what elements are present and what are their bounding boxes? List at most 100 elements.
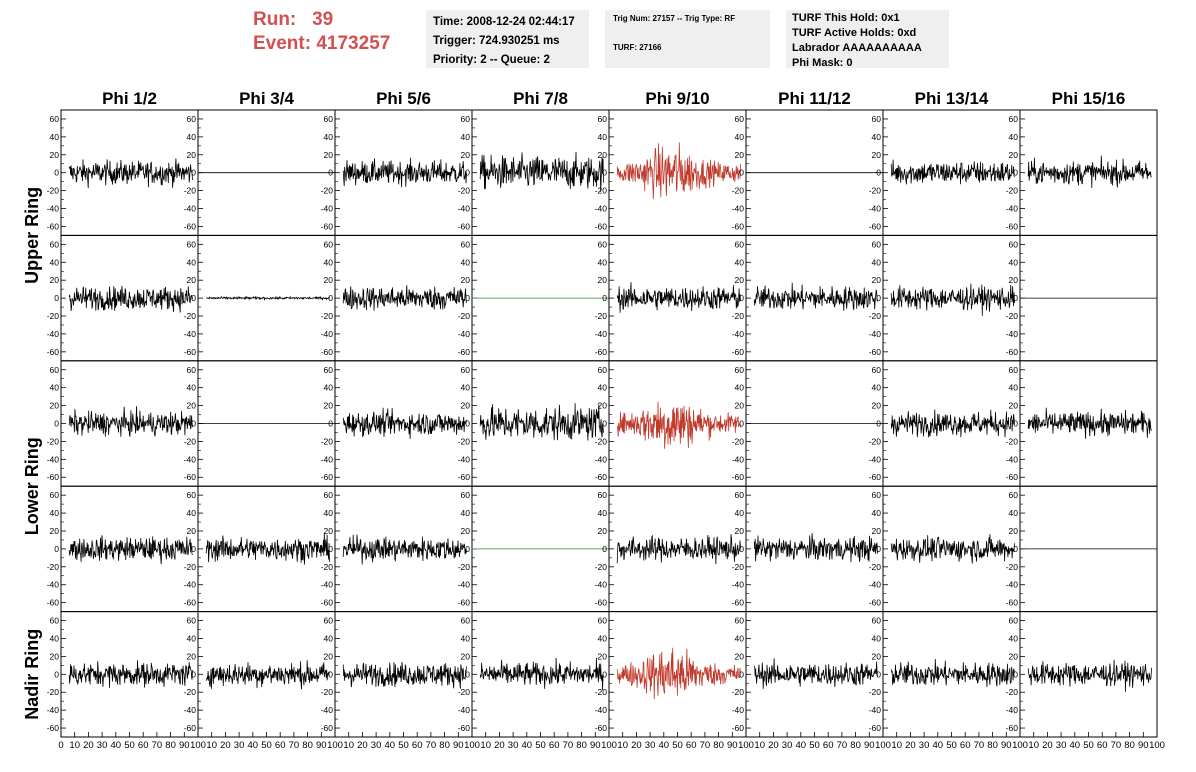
- y-tick-label: 0: [191, 168, 196, 178]
- y-tick-label: 40: [872, 508, 882, 518]
- x-tick-label: 70: [152, 740, 163, 751]
- event-line: Event: 4173257: [253, 32, 423, 56]
- waveform-trace: [890, 283, 1015, 316]
- y-tick-label: -60: [1006, 221, 1019, 231]
- y-tick-label: 40: [1009, 257, 1019, 267]
- x-tick-label: 100: [738, 740, 754, 751]
- x-tick-label: 100: [875, 740, 891, 751]
- y-tick-label: 0: [191, 544, 196, 554]
- waveform-trace: [68, 660, 193, 688]
- x-tick-label: 40: [111, 740, 122, 751]
- y-tick-label: 0: [191, 419, 196, 429]
- y-tick-label: 0: [328, 544, 333, 554]
- y-tick-label: -40: [184, 204, 197, 214]
- y-tick-label: -40: [732, 580, 745, 590]
- y-tick-label: 40: [598, 633, 608, 643]
- y-tick-label: -20: [458, 186, 471, 196]
- y-tick-label: 20: [1009, 401, 1019, 411]
- y-tick-label: 60: [872, 490, 882, 500]
- y-tick-label: -40: [732, 705, 745, 715]
- y-tick-label: 20: [1009, 651, 1019, 661]
- y-tick-label: 60: [50, 365, 60, 375]
- y-tick-label: -40: [47, 329, 60, 339]
- y-tick-label: 60: [598, 239, 608, 249]
- y-tick-label: 40: [735, 508, 745, 518]
- y-tick-label: -60: [595, 221, 608, 231]
- y-tick-label: -40: [321, 454, 334, 464]
- y-tick-label: -60: [732, 472, 745, 482]
- y-tick-label: 40: [872, 633, 882, 643]
- y-tick-label: 20: [461, 526, 471, 536]
- y-tick-label: -60: [869, 723, 882, 733]
- x-tick-label: 20: [631, 740, 642, 751]
- y-tick-label: -20: [47, 687, 60, 697]
- y-tick-label: 20: [1009, 275, 1019, 285]
- x-tick-label: 30: [1056, 740, 1067, 751]
- column-header: Phi 1/2: [102, 89, 157, 108]
- y-tick-label: -60: [47, 598, 60, 608]
- x-tick-label: 40: [1070, 740, 1081, 751]
- y-tick-label: -40: [321, 329, 334, 339]
- y-tick-label: 0: [465, 419, 470, 429]
- y-tick-label: -40: [184, 329, 197, 339]
- y-tick-label: 0: [54, 669, 59, 679]
- y-tick-label: 0: [328, 419, 333, 429]
- waveform-trace: [342, 157, 467, 188]
- y-tick-label: -60: [869, 598, 882, 608]
- x-tick-label: 70: [837, 740, 848, 751]
- x-tick-label: 20: [905, 740, 916, 751]
- waveform-trace: [890, 409, 1015, 438]
- x-tick-label: 90: [1001, 740, 1012, 751]
- y-tick-label: 20: [187, 401, 197, 411]
- x-tick-label: 90: [179, 740, 190, 751]
- y-tick-label: 20: [50, 651, 60, 661]
- y-tick-label: 20: [324, 275, 334, 285]
- run-info: Run: 39 Event: 4173257: [253, 8, 423, 56]
- y-tick-label: -60: [595, 723, 608, 733]
- x-tick-label: 100: [601, 740, 617, 751]
- x-tick-label: 70: [1111, 740, 1122, 751]
- y-tick-label: 0: [739, 293, 744, 303]
- y-tick-label: -20: [732, 311, 745, 321]
- run-label: Run:: [253, 9, 297, 30]
- y-tick-label: -20: [184, 436, 197, 446]
- y-tick-label: 0: [54, 419, 59, 429]
- y-tick-label: -60: [458, 221, 471, 231]
- y-tick-label: 20: [598, 651, 608, 661]
- y-tick-label: 20: [324, 526, 334, 536]
- y-tick-label: 20: [187, 526, 197, 536]
- y-tick-label: 40: [1009, 383, 1019, 393]
- y-tick-label: -40: [595, 705, 608, 715]
- y-tick-label: -60: [321, 347, 334, 357]
- y-tick-label: 40: [461, 383, 471, 393]
- y-tick-label: 60: [324, 616, 334, 626]
- y-tick-label: -40: [184, 705, 197, 715]
- x-tick-label: 60: [275, 740, 286, 751]
- y-tick-label: 0: [1013, 669, 1018, 679]
- y-tick-label: 40: [324, 132, 334, 142]
- y-tick-label: -20: [1006, 311, 1019, 321]
- column-header: Phi 13/14: [915, 89, 989, 108]
- y-tick-label: 60: [735, 490, 745, 500]
- y-tick-label: 20: [872, 150, 882, 160]
- y-tick-label: -60: [1006, 723, 1019, 733]
- y-tick-label: -60: [321, 723, 334, 733]
- y-tick-label: -20: [184, 311, 197, 321]
- labrador-text: Labrador AAAAAAAAAA: [792, 42, 922, 54]
- y-tick-label: -60: [869, 221, 882, 231]
- y-tick-label: 60: [324, 490, 334, 500]
- x-tick-label: 30: [645, 740, 656, 751]
- y-tick-label: 20: [461, 651, 471, 661]
- x-tick-label: 90: [727, 740, 738, 751]
- column-header: Phi 11/12: [778, 89, 851, 108]
- y-tick-label: -60: [184, 347, 197, 357]
- y-tick-label: -40: [1006, 329, 1019, 339]
- x-tick-label: 40: [248, 740, 259, 751]
- y-tick-label: 40: [187, 257, 197, 267]
- priority-text: Priority: 2 -- Queue: 2: [433, 54, 550, 66]
- y-tick-label: -20: [1006, 186, 1019, 196]
- y-tick-label: -60: [184, 723, 197, 733]
- y-tick-label: -20: [47, 562, 60, 572]
- waveform-trace: [1027, 659, 1152, 692]
